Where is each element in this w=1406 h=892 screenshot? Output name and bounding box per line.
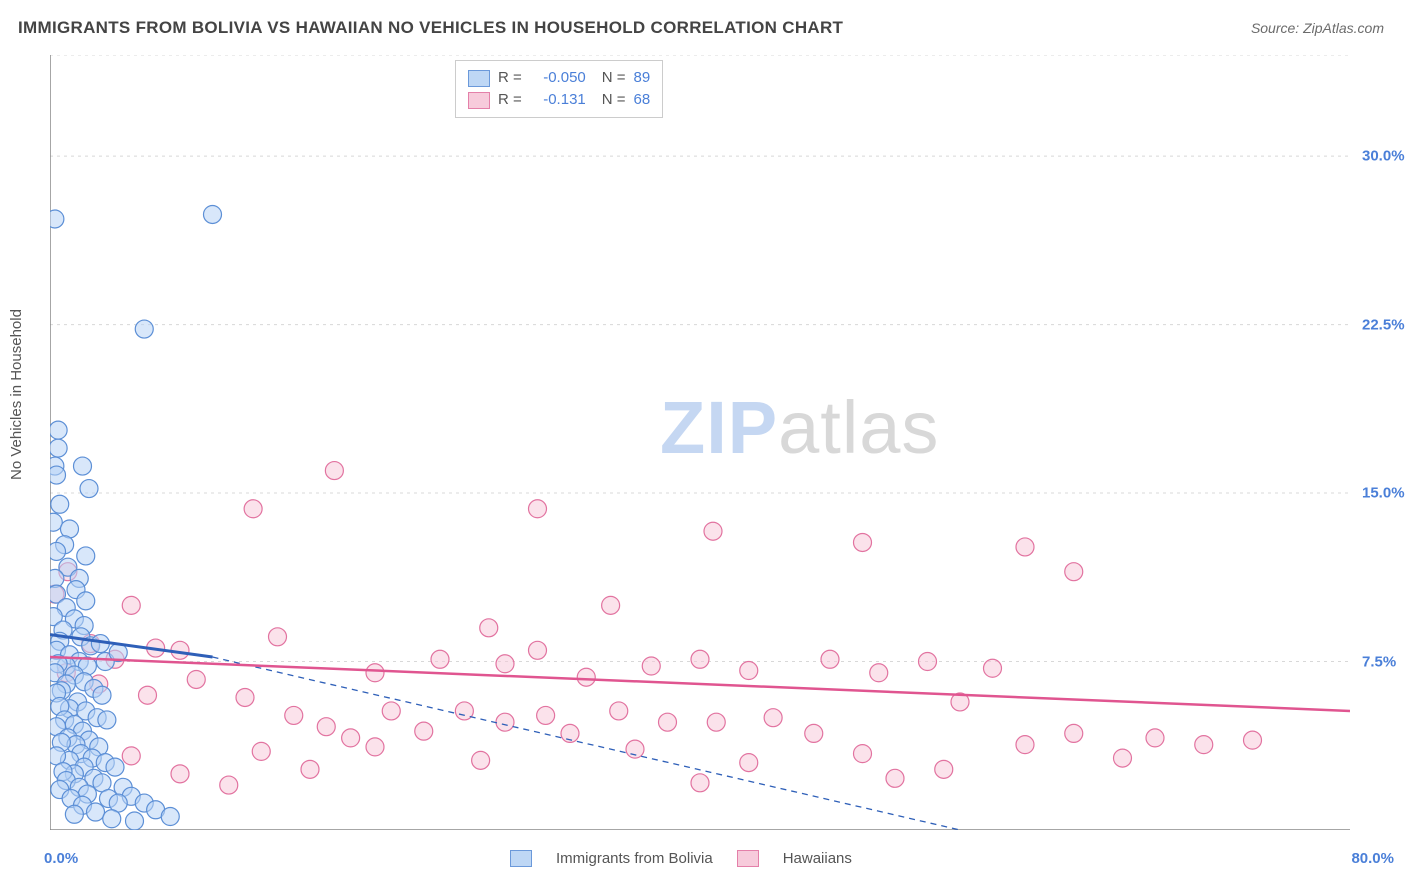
bottom-swatch-1 xyxy=(510,850,532,867)
legend-swatch-2 xyxy=(468,92,490,109)
y-tick-label: 22.5% xyxy=(1362,316,1405,333)
legend-swatch-1 xyxy=(468,70,490,87)
y-tick-label: 7.5% xyxy=(1362,653,1396,670)
correlation-legend: R = -0.050 N = 89 R = -0.131 N = 68 xyxy=(455,60,663,118)
watermark-zip: ZIP xyxy=(660,386,778,469)
n-value-1: 89 xyxy=(634,67,651,89)
bottom-swatch-2 xyxy=(737,850,759,867)
y-axis-label: No Vehicles in Household xyxy=(8,309,25,480)
legend-row-series-2: R = -0.131 N = 68 xyxy=(468,89,650,111)
zipatlas-watermark: ZIPatlas xyxy=(660,385,939,470)
bottom-legend-label-2: Hawaiians xyxy=(783,850,852,867)
r-prefix-1: R = xyxy=(498,67,522,89)
series-legend: Immigrants from Bolivia Hawaiians xyxy=(510,850,852,867)
r-prefix-2: R = xyxy=(498,89,522,111)
y-tick-label: 30.0% xyxy=(1362,148,1405,165)
r-value-2: -0.131 xyxy=(530,89,586,111)
x-axis-min-label: 0.0% xyxy=(44,850,78,867)
legend-row-series-1: R = -0.050 N = 89 xyxy=(468,67,650,89)
y-tick-label: 15.0% xyxy=(1362,485,1405,502)
bottom-legend-label-1: Immigrants from Bolivia xyxy=(556,850,713,867)
n-prefix-1: N = xyxy=(602,67,626,89)
n-value-2: 68 xyxy=(634,89,651,111)
r-value-1: -0.050 xyxy=(530,67,586,89)
source-attribution: Source: ZipAtlas.com xyxy=(1251,20,1384,36)
chart-title: IMMIGRANTS FROM BOLIVIA VS HAWAIIAN NO V… xyxy=(18,18,843,38)
n-prefix-2: N = xyxy=(602,89,626,111)
x-axis-max-label: 80.0% xyxy=(1351,850,1394,867)
watermark-atlas: atlas xyxy=(778,386,939,469)
